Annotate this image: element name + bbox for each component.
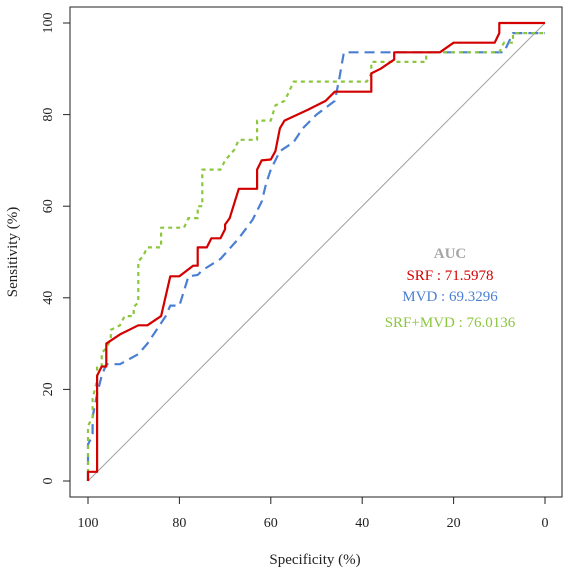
x-axis: 100 80 60 40 20 0 xyxy=(78,496,549,531)
y-axis: 0 20 40 60 80 100 xyxy=(41,13,71,485)
series-line-srf xyxy=(86,21,545,481)
y-tick-label: 60 xyxy=(41,199,56,213)
y-tick-label: 0 xyxy=(41,478,56,485)
series-layer xyxy=(86,21,545,481)
series-line-srf-mvd xyxy=(86,31,545,481)
legend-title: AUC xyxy=(434,246,467,262)
y-tick-label: 100 xyxy=(41,13,56,34)
x-tick-label: 60 xyxy=(264,516,278,531)
x-tick-label: 80 xyxy=(172,516,186,531)
legend: AUC SRF : 71.5978 MVD : 69.3296 SRF+MVD … xyxy=(385,246,516,331)
y-axis-title: Sensitivity (%) xyxy=(5,207,21,297)
x-axis-title: Specificity (%) xyxy=(269,552,360,568)
x-tick-label: 0 xyxy=(542,516,549,531)
x-tick-label: 20 xyxy=(447,516,461,531)
x-tick-label: 40 xyxy=(355,516,369,531)
legend-item-mvd: MVD : 69.3296 xyxy=(402,289,498,305)
reference-diagonal-line xyxy=(87,22,546,482)
series-line-mvd xyxy=(86,31,545,481)
x-tick-label: 100 xyxy=(78,516,99,531)
legend-item-srf: SRF : 71.5978 xyxy=(406,268,493,284)
legend-item-srf-mvd: SRF+MVD : 76.0136 xyxy=(385,315,516,331)
y-tick-label: 40 xyxy=(41,291,56,305)
y-tick-label: 80 xyxy=(41,108,56,122)
y-tick-label: 20 xyxy=(41,382,56,396)
